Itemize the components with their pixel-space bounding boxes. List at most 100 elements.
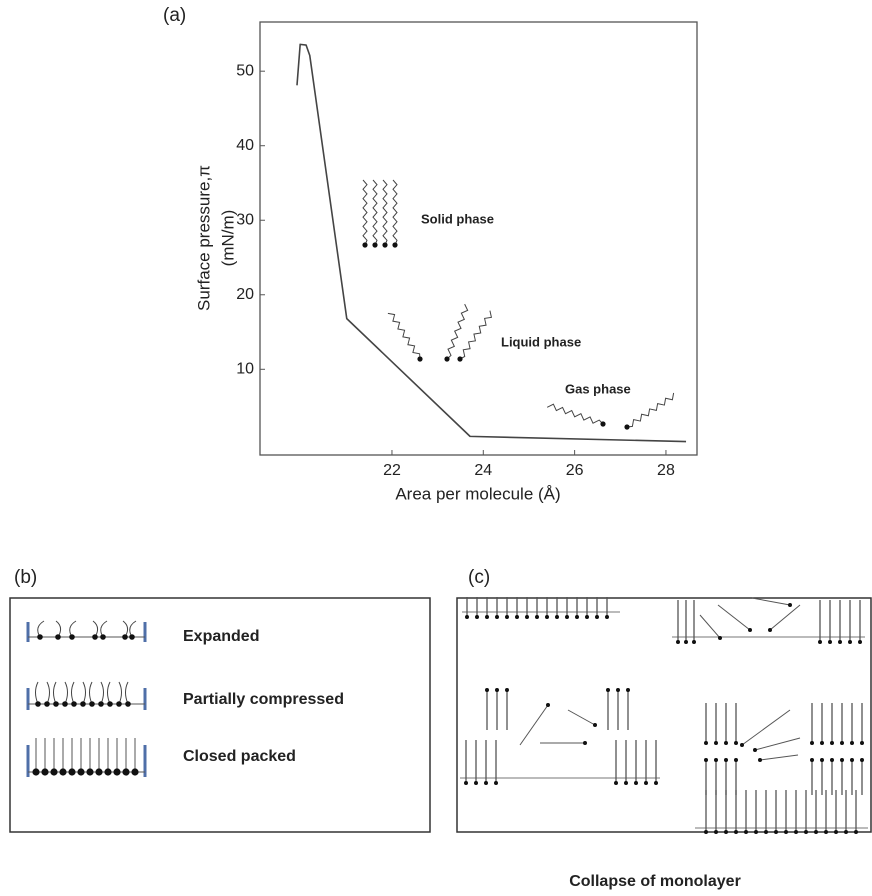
x-tick-label: 26 [566,462,584,479]
head [850,758,854,762]
head [714,741,718,745]
head [616,688,620,692]
tail [35,681,39,705]
tail [754,737,801,751]
head [417,356,423,362]
y-tick-label: 10 [236,361,254,378]
head [71,701,77,707]
head [475,615,479,619]
tail [759,754,799,761]
head [854,830,858,834]
head [860,741,864,745]
head [758,758,762,762]
head [605,615,609,619]
head [53,701,59,707]
tail [751,597,791,606]
head [768,628,772,632]
head [565,615,569,619]
head [734,741,738,745]
head [830,741,834,745]
head [624,424,630,430]
head [107,701,113,707]
head [484,781,488,785]
y-tick-label: 30 [236,211,254,228]
plot-frame [259,21,698,456]
head [69,634,75,640]
tail [107,681,111,705]
state-label: Expanded [183,628,259,645]
head [704,741,708,745]
head [485,688,489,692]
head [844,830,848,834]
head [838,640,842,644]
tail [118,681,122,705]
head [644,781,648,785]
annotation: Liquid phase [501,334,581,349]
head [495,688,499,692]
head [68,768,76,776]
y-axis-label: (mN/m) [218,210,237,267]
head [44,701,50,707]
head [585,615,589,619]
head [788,603,792,607]
head [545,615,549,619]
tail [626,392,675,428]
head [614,781,618,785]
head [718,636,722,640]
tail [362,179,368,246]
head [95,768,103,776]
caption: Collapse of monolayer [569,873,741,890]
head [113,768,121,776]
head [50,768,58,776]
tail [82,681,86,705]
head [382,242,388,248]
tail [699,614,721,639]
head [89,701,95,707]
panel-label: (b) [14,567,37,588]
panel-label: (c) [468,567,490,588]
head [92,634,98,640]
head [810,741,814,745]
tail [717,604,751,631]
head [37,634,43,640]
head [32,768,40,776]
head [59,768,67,776]
head [740,743,744,747]
head [634,781,638,785]
head [575,615,579,619]
y-tick-label: 20 [236,286,254,303]
head [834,830,838,834]
head [754,830,758,834]
head [525,615,529,619]
head [860,758,864,762]
head [830,758,834,762]
head [734,758,738,762]
head [535,615,539,619]
head [840,741,844,745]
illustrations [26,179,868,834]
head [104,768,112,776]
panel-b-frame [9,597,431,833]
tail [392,179,398,246]
x-tick-label: 24 [474,462,492,479]
head [840,758,844,762]
head [494,781,498,785]
head [392,242,398,248]
head [122,768,130,776]
head [848,640,852,644]
tail [567,709,596,726]
head [464,781,468,785]
head [362,242,368,248]
head [820,741,824,745]
tail [372,179,378,246]
head [824,830,828,834]
tail [546,403,604,425]
head [606,688,610,692]
state-label: Closed packed [183,748,296,765]
x-tick-label: 22 [383,462,401,479]
head [624,781,628,785]
head [714,758,718,762]
head [810,758,814,762]
annotation: Solid phase [421,211,494,226]
head [820,758,824,762]
